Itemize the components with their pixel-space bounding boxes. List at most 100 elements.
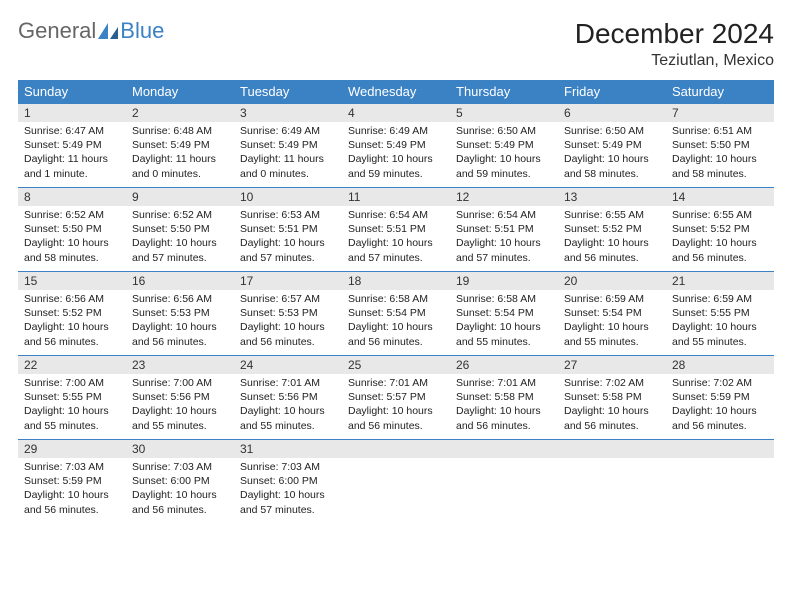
day-content: Sunrise: 6:54 AMSunset: 5:51 PMDaylight:…	[342, 206, 450, 269]
day-content: Sunrise: 7:03 AMSunset: 6:00 PMDaylight:…	[126, 458, 234, 521]
day-content: Sunrise: 7:03 AMSunset: 5:59 PMDaylight:…	[18, 458, 126, 521]
calendar-cell: 5Sunrise: 6:50 AMSunset: 5:49 PMDaylight…	[450, 104, 558, 188]
day-content: Sunrise: 7:02 AMSunset: 5:59 PMDaylight:…	[666, 374, 774, 437]
calendar-cell: 13Sunrise: 6:55 AMSunset: 5:52 PMDayligh…	[558, 188, 666, 272]
day-number: 23	[126, 356, 234, 374]
month-title: December 2024	[575, 18, 774, 50]
day-number: 21	[666, 272, 774, 290]
sunrise-line: Sunrise: 7:01 AM	[456, 376, 552, 390]
daylight-line: Daylight: 10 hours and 55 minutes.	[240, 404, 336, 432]
weekday-header: Monday	[126, 80, 234, 104]
calendar-cell: 14Sunrise: 6:55 AMSunset: 5:52 PMDayligh…	[666, 188, 774, 272]
calendar-cell: 29Sunrise: 7:03 AMSunset: 5:59 PMDayligh…	[18, 440, 126, 524]
daylight-line: Daylight: 10 hours and 55 minutes.	[132, 404, 228, 432]
empty-daynum	[558, 440, 666, 458]
daylight-line: Daylight: 10 hours and 57 minutes.	[456, 236, 552, 264]
sunrise-line: Sunrise: 7:03 AM	[24, 460, 120, 474]
sunset-line: Sunset: 5:58 PM	[564, 390, 660, 404]
day-content: Sunrise: 6:55 AMSunset: 5:52 PMDaylight:…	[558, 206, 666, 269]
day-number: 30	[126, 440, 234, 458]
day-content: Sunrise: 7:01 AMSunset: 5:58 PMDaylight:…	[450, 374, 558, 437]
day-content: Sunrise: 6:52 AMSunset: 5:50 PMDaylight:…	[18, 206, 126, 269]
sunset-line: Sunset: 5:58 PM	[456, 390, 552, 404]
sunrise-line: Sunrise: 7:02 AM	[672, 376, 768, 390]
day-content: Sunrise: 6:56 AMSunset: 5:53 PMDaylight:…	[126, 290, 234, 353]
sunset-line: Sunset: 5:50 PM	[24, 222, 120, 236]
daylight-line: Daylight: 10 hours and 56 minutes.	[564, 404, 660, 432]
calendar-cell: 8Sunrise: 6:52 AMSunset: 5:50 PMDaylight…	[18, 188, 126, 272]
daylight-line: Daylight: 10 hours and 55 minutes.	[24, 404, 120, 432]
weekday-header: Tuesday	[234, 80, 342, 104]
sunrise-line: Sunrise: 7:01 AM	[348, 376, 444, 390]
weekday-header: Sunday	[18, 80, 126, 104]
calendar-cell	[450, 440, 558, 524]
calendar-row: 22Sunrise: 7:00 AMSunset: 5:55 PMDayligh…	[18, 356, 774, 440]
daylight-line: Daylight: 10 hours and 56 minutes.	[132, 488, 228, 516]
weekday-header-row: SundayMondayTuesdayWednesdayThursdayFrid…	[18, 80, 774, 104]
sunset-line: Sunset: 5:59 PM	[24, 474, 120, 488]
day-number: 19	[450, 272, 558, 290]
day-content: Sunrise: 6:57 AMSunset: 5:53 PMDaylight:…	[234, 290, 342, 353]
calendar-body: 1Sunrise: 6:47 AMSunset: 5:49 PMDaylight…	[18, 104, 774, 524]
sunrise-line: Sunrise: 7:02 AM	[564, 376, 660, 390]
daylight-line: Daylight: 10 hours and 56 minutes.	[672, 236, 768, 264]
sunset-line: Sunset: 5:49 PM	[348, 138, 444, 152]
calendar-row: 1Sunrise: 6:47 AMSunset: 5:49 PMDaylight…	[18, 104, 774, 188]
calendar-cell: 20Sunrise: 6:59 AMSunset: 5:54 PMDayligh…	[558, 272, 666, 356]
calendar-cell: 2Sunrise: 6:48 AMSunset: 5:49 PMDaylight…	[126, 104, 234, 188]
calendar-cell: 1Sunrise: 6:47 AMSunset: 5:49 PMDaylight…	[18, 104, 126, 188]
day-content: Sunrise: 6:50 AMSunset: 5:49 PMDaylight:…	[558, 122, 666, 185]
daylight-line: Daylight: 10 hours and 56 minutes.	[240, 320, 336, 348]
calendar-row: 8Sunrise: 6:52 AMSunset: 5:50 PMDaylight…	[18, 188, 774, 272]
calendar-cell: 15Sunrise: 6:56 AMSunset: 5:52 PMDayligh…	[18, 272, 126, 356]
calendar-cell: 19Sunrise: 6:58 AMSunset: 5:54 PMDayligh…	[450, 272, 558, 356]
sunrise-line: Sunrise: 6:58 AM	[348, 292, 444, 306]
daylight-line: Daylight: 10 hours and 56 minutes.	[564, 236, 660, 264]
calendar-cell: 30Sunrise: 7:03 AMSunset: 6:00 PMDayligh…	[126, 440, 234, 524]
daylight-line: Daylight: 10 hours and 57 minutes.	[132, 236, 228, 264]
sunset-line: Sunset: 5:56 PM	[240, 390, 336, 404]
empty-daynum	[666, 440, 774, 458]
day-number: 26	[450, 356, 558, 374]
day-content: Sunrise: 6:53 AMSunset: 5:51 PMDaylight:…	[234, 206, 342, 269]
day-number: 16	[126, 272, 234, 290]
calendar-cell: 12Sunrise: 6:54 AMSunset: 5:51 PMDayligh…	[450, 188, 558, 272]
daylight-line: Daylight: 10 hours and 56 minutes.	[132, 320, 228, 348]
day-content: Sunrise: 6:55 AMSunset: 5:52 PMDaylight:…	[666, 206, 774, 269]
day-content: Sunrise: 6:58 AMSunset: 5:54 PMDaylight:…	[450, 290, 558, 353]
day-number: 13	[558, 188, 666, 206]
day-content: Sunrise: 6:49 AMSunset: 5:49 PMDaylight:…	[234, 122, 342, 185]
sunrise-line: Sunrise: 6:52 AM	[132, 208, 228, 222]
sunrise-line: Sunrise: 6:49 AM	[240, 124, 336, 138]
calendar-table: SundayMondayTuesdayWednesdayThursdayFrid…	[18, 80, 774, 524]
calendar-row: 15Sunrise: 6:56 AMSunset: 5:52 PMDayligh…	[18, 272, 774, 356]
calendar-cell: 17Sunrise: 6:57 AMSunset: 5:53 PMDayligh…	[234, 272, 342, 356]
sunrise-line: Sunrise: 6:48 AM	[132, 124, 228, 138]
day-content: Sunrise: 6:54 AMSunset: 5:51 PMDaylight:…	[450, 206, 558, 269]
sunrise-line: Sunrise: 7:03 AM	[132, 460, 228, 474]
sunset-line: Sunset: 5:52 PM	[24, 306, 120, 320]
calendar-row: 29Sunrise: 7:03 AMSunset: 5:59 PMDayligh…	[18, 440, 774, 524]
daylight-line: Daylight: 10 hours and 56 minutes.	[24, 488, 120, 516]
day-number: 6	[558, 104, 666, 122]
daylight-line: Daylight: 10 hours and 56 minutes.	[672, 404, 768, 432]
sunset-line: Sunset: 5:49 PM	[564, 138, 660, 152]
day-number: 25	[342, 356, 450, 374]
calendar-cell: 25Sunrise: 7:01 AMSunset: 5:57 PMDayligh…	[342, 356, 450, 440]
day-content: Sunrise: 6:59 AMSunset: 5:55 PMDaylight:…	[666, 290, 774, 353]
day-content: Sunrise: 6:50 AMSunset: 5:49 PMDaylight:…	[450, 122, 558, 185]
sunset-line: Sunset: 5:51 PM	[348, 222, 444, 236]
sunset-line: Sunset: 5:54 PM	[456, 306, 552, 320]
sunset-line: Sunset: 5:55 PM	[24, 390, 120, 404]
sunrise-line: Sunrise: 6:59 AM	[672, 292, 768, 306]
location-label: Teziutlan, Mexico	[575, 52, 774, 70]
day-number: 15	[18, 272, 126, 290]
day-content: Sunrise: 6:59 AMSunset: 5:54 PMDaylight:…	[558, 290, 666, 353]
daylight-line: Daylight: 10 hours and 55 minutes.	[672, 320, 768, 348]
sunset-line: Sunset: 5:53 PM	[132, 306, 228, 320]
sunrise-line: Sunrise: 6:55 AM	[564, 208, 660, 222]
calendar-cell: 9Sunrise: 6:52 AMSunset: 5:50 PMDaylight…	[126, 188, 234, 272]
day-number: 8	[18, 188, 126, 206]
calendar-cell: 11Sunrise: 6:54 AMSunset: 5:51 PMDayligh…	[342, 188, 450, 272]
sunset-line: Sunset: 5:55 PM	[672, 306, 768, 320]
